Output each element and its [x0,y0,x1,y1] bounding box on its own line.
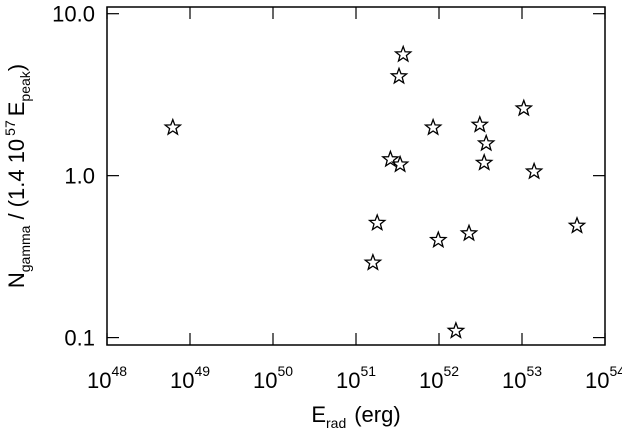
data-point [393,44,413,63]
x-tick-label: 1052 [419,363,459,393]
x-tick-exponent: 50 [277,363,293,379]
y-label-sup: 57 [2,120,18,136]
y-tick-label: 10.0 [52,2,95,27]
x-tick-exponent: 51 [360,363,376,379]
x-tick-exponent: 52 [443,363,459,379]
x-tick-exponent: 49 [194,363,210,379]
x-tick-label: 1050 [253,363,293,393]
x-label-symbol: E [311,402,326,427]
y-tick-label: 0.1 [64,326,95,351]
data-point [567,215,587,234]
data-point [459,223,479,242]
y-axis-label: Ngamma / (1.4 10 57 Epeak) [2,64,33,288]
data-point [514,98,534,117]
data-point [524,161,544,180]
y-label-sub2: peak [17,70,33,101]
data-point [390,154,410,173]
x-label-unit: (erg) [354,402,400,427]
data-point [423,117,443,136]
data-point [428,230,448,249]
x-tick-exponent: 53 [526,363,542,379]
data-point [470,114,490,133]
x-axis-label: Erad (erg) [311,402,400,431]
data-point [381,149,400,168]
y-label-symbol: N [4,272,29,288]
x-tick-label: 1051 [336,363,376,393]
data-point [389,66,409,85]
x-tick-base: 10 [253,368,277,393]
x-tick-exponent: 54 [609,363,622,379]
data-point [363,252,383,271]
x-tick-base: 10 [87,368,111,393]
x-tick-base: 10 [336,368,360,393]
y-label-symbol2: E [4,102,29,117]
y-label-sub: gamma [17,225,33,272]
x-tick-exponent: 48 [111,363,127,379]
x-tick-label: 1054 [585,363,622,393]
x-tick-base: 10 [170,368,194,393]
x-tick-base: 10 [419,368,443,393]
data-point [476,133,496,152]
x-tick-label: 1048 [87,363,127,393]
data-point [474,152,494,171]
x-tick-base: 10 [502,368,526,393]
data-point [163,117,183,136]
x-tick-label: 1053 [502,363,542,393]
x-tick-base: 10 [585,368,609,393]
data-point [446,321,466,339]
y-label-middle: / (1.4 10 [4,139,29,220]
y-label-end: ) [4,64,29,71]
x-tick-label: 1049 [170,363,210,393]
data-point [367,213,387,231]
x-label-sub: rad [326,415,346,431]
y-tick-label: 1.0 [64,164,95,189]
